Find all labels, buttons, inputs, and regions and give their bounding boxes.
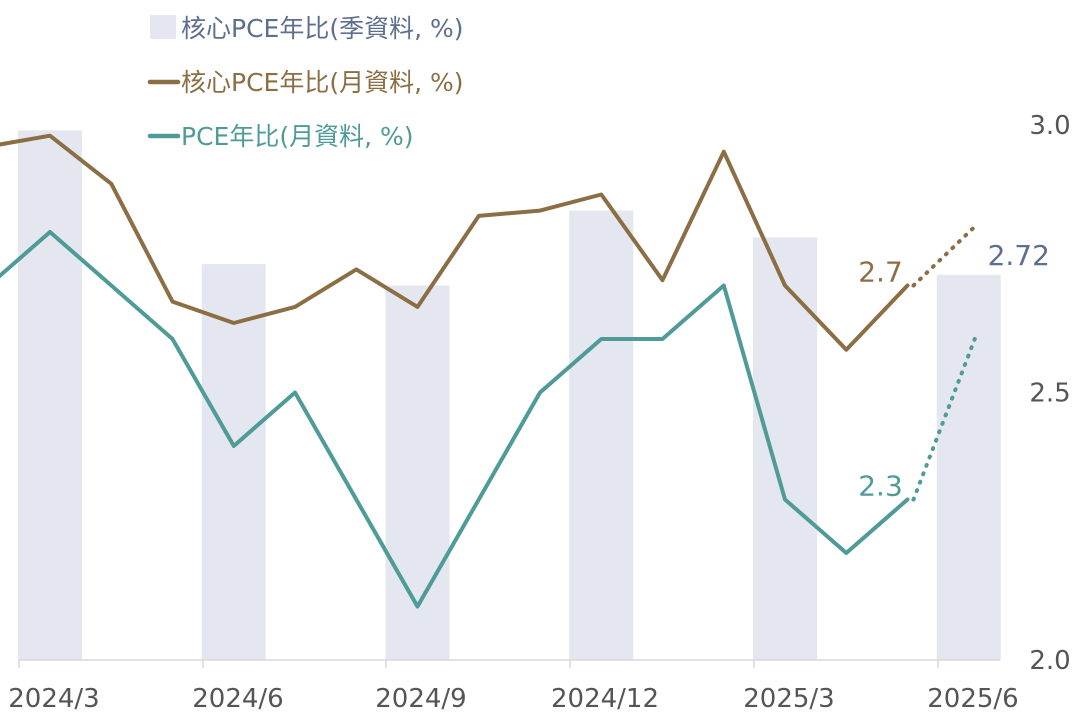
legend-swatch-quarterly-core-pce — [150, 15, 176, 39]
x-tick-label-2024-3: 2024/3 — [8, 684, 99, 714]
x-axis-ticks: 2024/3 2024/6 2024/9 2024/12 2025/3 2025/6 — [8, 660, 1019, 714]
bar-series — [18, 130, 1001, 661]
bar-2024-9 — [385, 285, 450, 660]
line-series — [0, 133, 977, 609]
x-tick-label-2024-9: 2024/9 — [375, 684, 466, 714]
legend: 核心PCE年比(季資料, %) 核心PCE年比(月資料, %) PCE年比(月資… — [147, 14, 463, 151]
line-monthly-core-pce — [0, 133, 910, 352]
y-axis-ticks: 2.0 2.5 3.0 — [1029, 111, 1070, 676]
axes: 2024/3 2024/6 2024/9 2024/12 2025/3 2025/6 2.… — [8, 111, 1070, 714]
bar-2025-3 — [753, 237, 817, 660]
x-tick-label-2024-12: 2024/12 — [551, 684, 659, 714]
bar-2024-12 — [569, 210, 634, 660]
label-quarterly-latest: 2.72 — [988, 239, 1050, 272]
x-tick-label-2025-3: 2025/3 — [743, 684, 834, 714]
y-tick-label-3-0: 3.0 — [1029, 111, 1070, 141]
label-pce-latest: 2.3 — [858, 470, 903, 503]
line-monthly-pce — [0, 230, 910, 609]
x-tick-label-2024-6: 2024/6 — [192, 684, 283, 714]
legend-label-quarterly-core-pce: 核心PCE年比(季資料, %) — [181, 14, 463, 43]
label-core-pce-latest: 2.7 — [858, 256, 903, 289]
legend-label-monthly-pce: PCE年比(月資料, %) — [181, 122, 413, 151]
y-tick-label-2-0: 2.0 — [1029, 646, 1070, 676]
y-tick-label-2-5: 2.5 — [1029, 379, 1070, 409]
legend-label-monthly-core-pce: 核心PCE年比(月資料, %) — [181, 68, 463, 97]
projection-monthly-core-pce — [911, 224, 977, 288]
x-tick-label-2025-6: 2025/6 — [927, 684, 1018, 714]
projection-monthly-pce — [911, 337, 977, 502]
annotations: 2.7 2.3 2.72 — [858, 239, 1050, 503]
bar-2025-6 — [936, 274, 1001, 660]
bar-2024-3 — [18, 130, 82, 661]
bar-2024-6 — [201, 264, 266, 660]
